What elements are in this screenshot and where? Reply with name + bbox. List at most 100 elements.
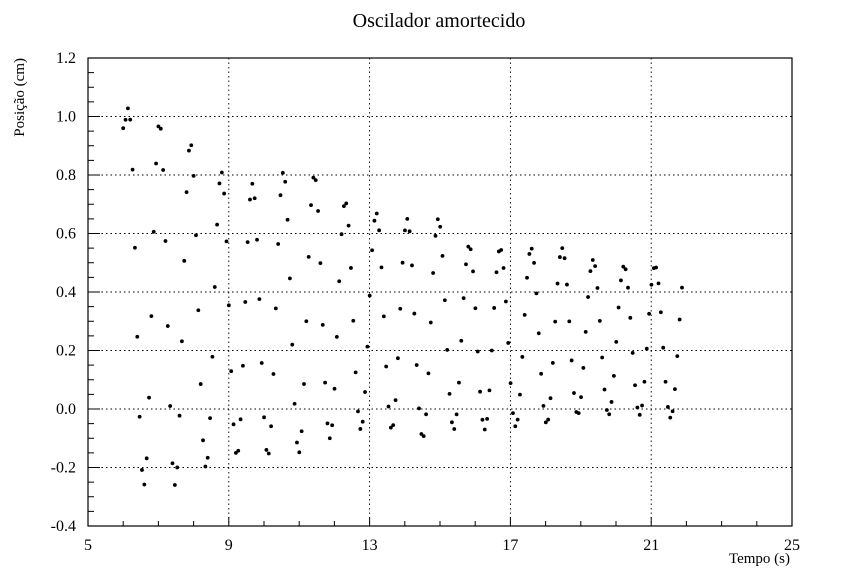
data-point xyxy=(541,403,546,408)
data-point xyxy=(440,254,445,258)
data-point xyxy=(332,386,337,391)
data-point xyxy=(435,217,440,222)
data-point xyxy=(241,363,245,368)
data-point xyxy=(558,255,562,259)
data-point xyxy=(137,414,142,419)
data-point xyxy=(196,308,201,313)
data-point xyxy=(304,319,309,324)
data-point xyxy=(266,451,271,456)
data-point xyxy=(259,361,264,365)
data-point xyxy=(527,252,532,256)
data-point xyxy=(161,168,166,172)
data-point xyxy=(142,482,147,487)
data-point xyxy=(588,269,593,274)
data-point xyxy=(666,405,670,409)
data-point xyxy=(184,190,189,195)
data-point xyxy=(518,392,522,397)
data-point xyxy=(412,311,417,316)
data-point xyxy=(398,306,403,311)
x-tick-label: 17 xyxy=(502,537,518,554)
data-point xyxy=(363,390,367,394)
data-point xyxy=(426,371,431,376)
data-point xyxy=(506,341,511,345)
data-point xyxy=(313,178,318,183)
data-point xyxy=(271,372,276,376)
data-point xyxy=(250,181,255,186)
data-point xyxy=(595,286,600,290)
data-point xyxy=(180,339,184,344)
data-point xyxy=(320,322,325,327)
data-point xyxy=(532,261,536,265)
data-point xyxy=(130,167,135,172)
data-point xyxy=(452,427,457,431)
data-point xyxy=(614,339,619,344)
data-point xyxy=(360,419,365,424)
data-point xyxy=(351,318,356,323)
data-point xyxy=(525,275,529,280)
data-point xyxy=(520,355,525,359)
data-point xyxy=(172,483,177,487)
data-point xyxy=(482,427,487,432)
data-point xyxy=(229,369,234,374)
x-tick-label: 13 xyxy=(362,537,378,554)
data-point xyxy=(393,398,398,403)
data-point xyxy=(642,379,647,384)
data-point xyxy=(626,285,630,290)
data-point xyxy=(318,261,323,265)
data-point xyxy=(576,411,581,415)
data-point xyxy=(644,346,649,351)
data-point xyxy=(370,248,374,253)
data-point xyxy=(597,319,602,323)
data-point xyxy=(257,297,262,301)
data-point xyxy=(445,348,450,352)
data-points xyxy=(121,106,684,487)
data-point xyxy=(529,246,534,251)
data-point xyxy=(205,455,210,460)
data-point xyxy=(548,396,553,401)
data-point xyxy=(264,448,269,452)
data-point xyxy=(677,317,682,322)
data-point xyxy=(128,117,133,122)
data-point xyxy=(433,233,438,238)
data-point xyxy=(471,269,475,274)
data-point xyxy=(379,265,384,270)
data-point xyxy=(478,389,482,394)
data-point xyxy=(414,363,419,367)
data-point xyxy=(121,126,126,131)
data-point xyxy=(447,391,452,396)
data-point xyxy=(562,256,567,261)
data-point xyxy=(609,400,614,404)
data-point xyxy=(522,312,527,317)
data-point xyxy=(602,387,607,392)
data-point xyxy=(177,413,182,418)
data-point xyxy=(285,217,290,222)
data-point xyxy=(675,354,680,358)
data-point xyxy=(248,197,252,202)
y-tick-label: 1.2 xyxy=(56,50,76,67)
data-point xyxy=(346,223,351,228)
data-point xyxy=(280,170,285,175)
data-point xyxy=(154,161,158,166)
data-point xyxy=(342,204,346,209)
y-tick-label: 1.0 xyxy=(56,109,76,126)
data-point xyxy=(194,233,198,238)
data-point xyxy=(473,306,478,311)
data-point xyxy=(226,303,231,308)
data-point xyxy=(144,456,149,461)
data-point xyxy=(504,299,508,304)
data-point xyxy=(384,364,389,369)
data-point xyxy=(623,267,628,272)
data-point xyxy=(243,300,248,304)
data-point xyxy=(311,175,316,180)
data-point xyxy=(546,417,551,422)
data-point xyxy=(349,266,353,270)
data-point xyxy=(466,244,471,249)
data-point xyxy=(513,424,518,429)
data-point xyxy=(600,355,605,360)
data-point xyxy=(464,262,468,267)
data-point xyxy=(252,196,257,201)
data-point xyxy=(492,306,497,310)
data-point xyxy=(407,229,412,234)
data-point xyxy=(339,232,344,237)
data-point xyxy=(295,440,299,445)
